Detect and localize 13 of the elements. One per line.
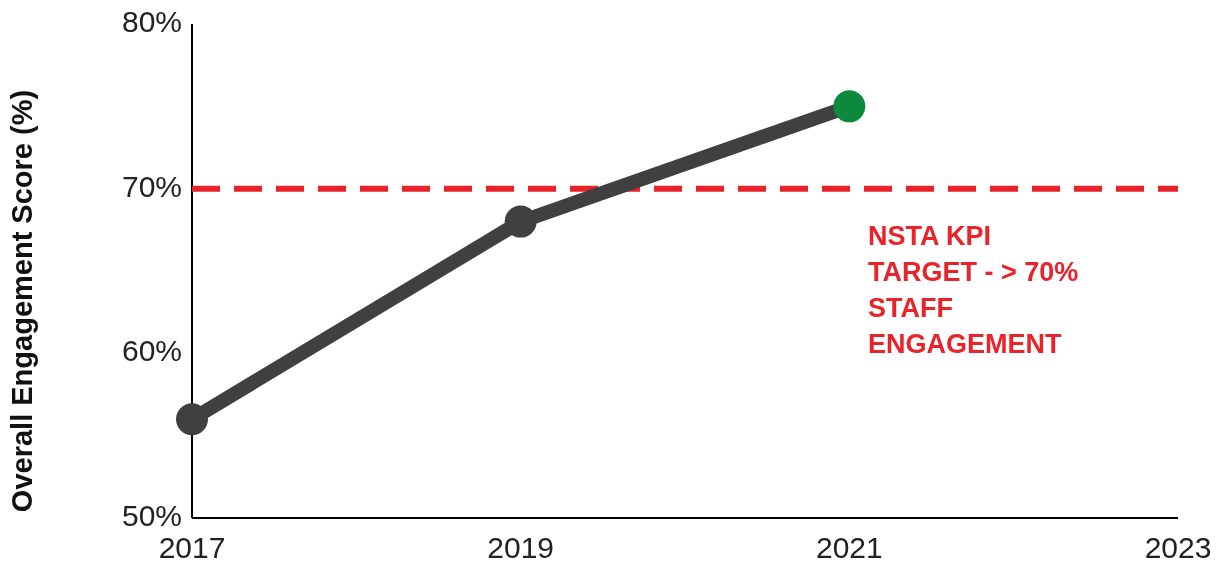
y-tick-label: 80% xyxy=(121,4,182,38)
point xyxy=(833,90,866,123)
x-tick-label: 2019 xyxy=(487,531,555,564)
point xyxy=(176,403,208,436)
point xyxy=(504,205,537,238)
y-tick-label: 70% xyxy=(121,169,182,203)
ref-line-label: NSTA KPI TARGET - > 70% STAFF ENGAGEMENT xyxy=(868,220,1079,359)
y-tick-label: 60% xyxy=(121,334,182,368)
x-tick-label: 2021 xyxy=(815,531,883,564)
x-tick-label: 2017 xyxy=(158,531,226,564)
x-tick-label: 2023 xyxy=(1144,531,1212,564)
y-axis-title: Overall Engagement Score (%) xyxy=(6,89,38,513)
y-tick-label: 50% xyxy=(121,498,182,532)
